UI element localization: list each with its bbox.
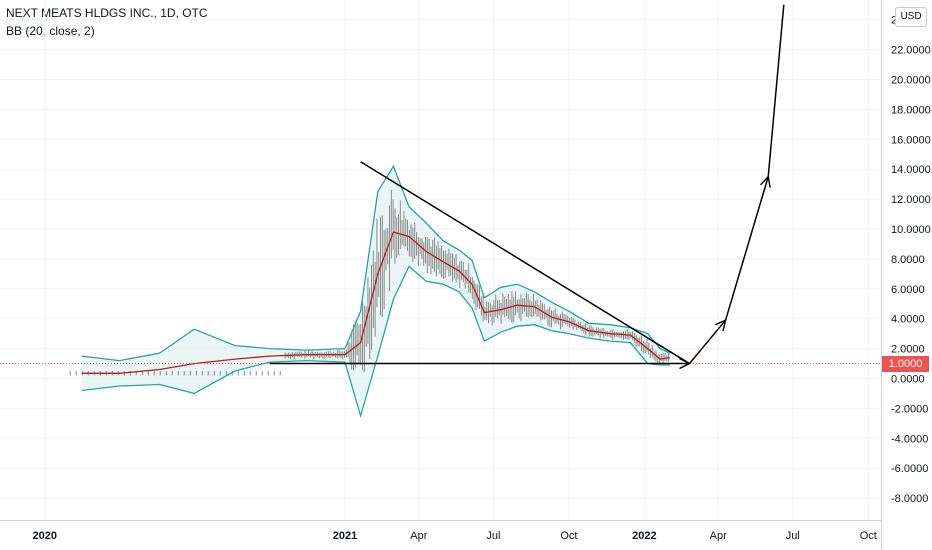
x-tick-label: Oct: [860, 530, 877, 542]
drawing-line-4: [767, 4, 785, 177]
drawing-trendline-0: [360, 161, 690, 365]
symbol-legend[interactable]: NEXT MEATS HLDGS INC., 1D, OTC: [6, 6, 208, 20]
y-tick-label: 18.0000: [891, 104, 931, 116]
y-tick-label: 2.0000: [891, 344, 925, 356]
y-tick-label: -8.0000: [891, 493, 928, 505]
y-tick-label: 8.0000: [891, 254, 925, 266]
y-tick-label: 22.0000: [891, 45, 931, 57]
x-tick-label: Apr: [410, 530, 427, 542]
y-tick-label: 2: [891, 15, 897, 27]
last-price-label: 1.0000: [882, 356, 929, 372]
y-tick-label: 14.0000: [891, 164, 931, 176]
y-tick-label: 12.0000: [891, 194, 931, 206]
y-tick-label: 4.0000: [891, 314, 925, 326]
x-tick-label: 2022: [632, 530, 656, 542]
y-tick-label: 6.0000: [891, 284, 925, 296]
y-tick-label: -4.0000: [891, 433, 928, 445]
x-tick-label: Oct: [560, 530, 577, 542]
currency-badge[interactable]: USD: [895, 7, 927, 27]
y-tick-label: 0.0000: [891, 374, 925, 386]
drawing-arrow-2: [688, 320, 725, 365]
drawing-arrow-3: [724, 177, 769, 321]
x-tick-label: Apr: [710, 530, 727, 542]
y-tick-label: 16.0000: [891, 134, 931, 146]
y-tick-label: 10.0000: [891, 224, 931, 236]
y-tick-label: 20.0000: [891, 75, 931, 87]
x-tick-label: Jul: [486, 530, 500, 542]
bollinger-band-fill: [81, 166, 670, 416]
bollinger-lower-band: [81, 265, 670, 419]
indicator-legend[interactable]: BB (20, close, 2): [6, 24, 95, 38]
bollinger-basis: [81, 231, 670, 374]
y-tick-label: -6.0000: [891, 463, 928, 475]
bollinger-upper-band: [81, 164, 671, 362]
y-tick-label: -2.0000: [891, 403, 928, 415]
x-tick-label: 2020: [33, 530, 57, 542]
x-tick-label: 2021: [333, 530, 357, 542]
x-tick-label: Jul: [786, 530, 800, 542]
